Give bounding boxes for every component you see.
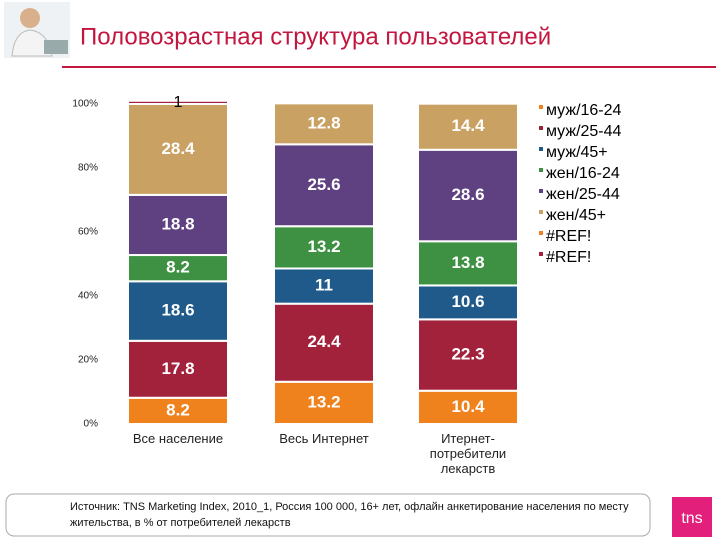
bar-segment (127, 254, 229, 283)
y-tick-label: 40% (78, 291, 98, 302)
value-label: 24.4 (307, 332, 341, 351)
y-tick-label: 80% (78, 163, 98, 174)
bar-segment (127, 99, 229, 106)
value-label: 12.8 (307, 113, 340, 132)
legend-marker (539, 147, 543, 151)
legend-marker (539, 168, 543, 172)
value-label: 10.4 (451, 397, 485, 416)
bar-segment (273, 143, 375, 228)
value-label: 18.6 (161, 301, 194, 320)
legend-label: муж/45+ (546, 144, 608, 161)
value-label: 13.2 (307, 392, 340, 411)
bar-segment (417, 318, 519, 392)
legend-label: #REF! (546, 249, 591, 266)
legend-marker (539, 105, 543, 109)
value-label: 14.4 (451, 116, 485, 135)
legend-marker (539, 231, 543, 235)
footnote-box (5, 493, 651, 537)
y-tick-label: 0% (84, 419, 99, 430)
y-tick-label: 100% (72, 99, 98, 110)
footnote: Источник: TNS Marketing Index, 2010_1, Р… (70, 501, 629, 529)
bar-segment (417, 102, 519, 151)
legend-label: жен/25-44 (546, 186, 620, 203)
bar-segment (273, 102, 375, 146)
bar-segment (273, 225, 375, 270)
bar-segment (127, 193, 229, 257)
legend-label: жен/45+ (546, 207, 606, 224)
value-label: 17.8 (161, 359, 194, 378)
bar-segment (127, 280, 229, 342)
x-tick-label: Итернет-потребители лекарств (429, 431, 507, 476)
legend-marker (539, 126, 543, 130)
logo: tns (681, 510, 702, 527)
value-label: 13.8 (451, 253, 484, 272)
bar-segment (127, 103, 229, 196)
bar-segment (417, 284, 519, 321)
legend-label: #REF! (546, 228, 591, 245)
legend-label: муж/25-44 (546, 123, 622, 140)
value-label: 22.3 (451, 345, 484, 364)
title: Половозрастная структура пользователей (80, 23, 551, 50)
legend-marker (539, 189, 543, 193)
legend-marker (539, 210, 543, 214)
value-label: 13.2 (307, 237, 340, 256)
value-label: 1 (174, 94, 183, 111)
logo-box (672, 497, 712, 537)
x-tick-label: Все население (132, 431, 224, 446)
bar-segment (417, 148, 519, 243)
legend-label: муж/16-24 (546, 102, 622, 119)
value-label: 28.4 (161, 139, 195, 158)
legend-label: жен/16-24 (546, 165, 620, 182)
y-tick-label: 60% (78, 227, 98, 238)
bar-segment (273, 267, 375, 305)
legend-marker (539, 252, 543, 256)
value-label: 11 (315, 276, 333, 295)
value-label: 18.8 (161, 214, 194, 233)
bar-segment (273, 380, 375, 426)
y-tick-label: 20% (78, 355, 98, 366)
value-label: 8.2 (166, 258, 190, 277)
bar-segment (417, 389, 519, 425)
x-tick-label: Весь Интернет (279, 431, 369, 446)
value-label: 8.2 (166, 400, 190, 419)
value-label: 28.6 (451, 185, 484, 204)
value-label: 25.6 (307, 175, 340, 194)
bar-segment (417, 240, 519, 287)
value-label: 10.6 (451, 292, 484, 311)
person-icon (4, 2, 70, 58)
